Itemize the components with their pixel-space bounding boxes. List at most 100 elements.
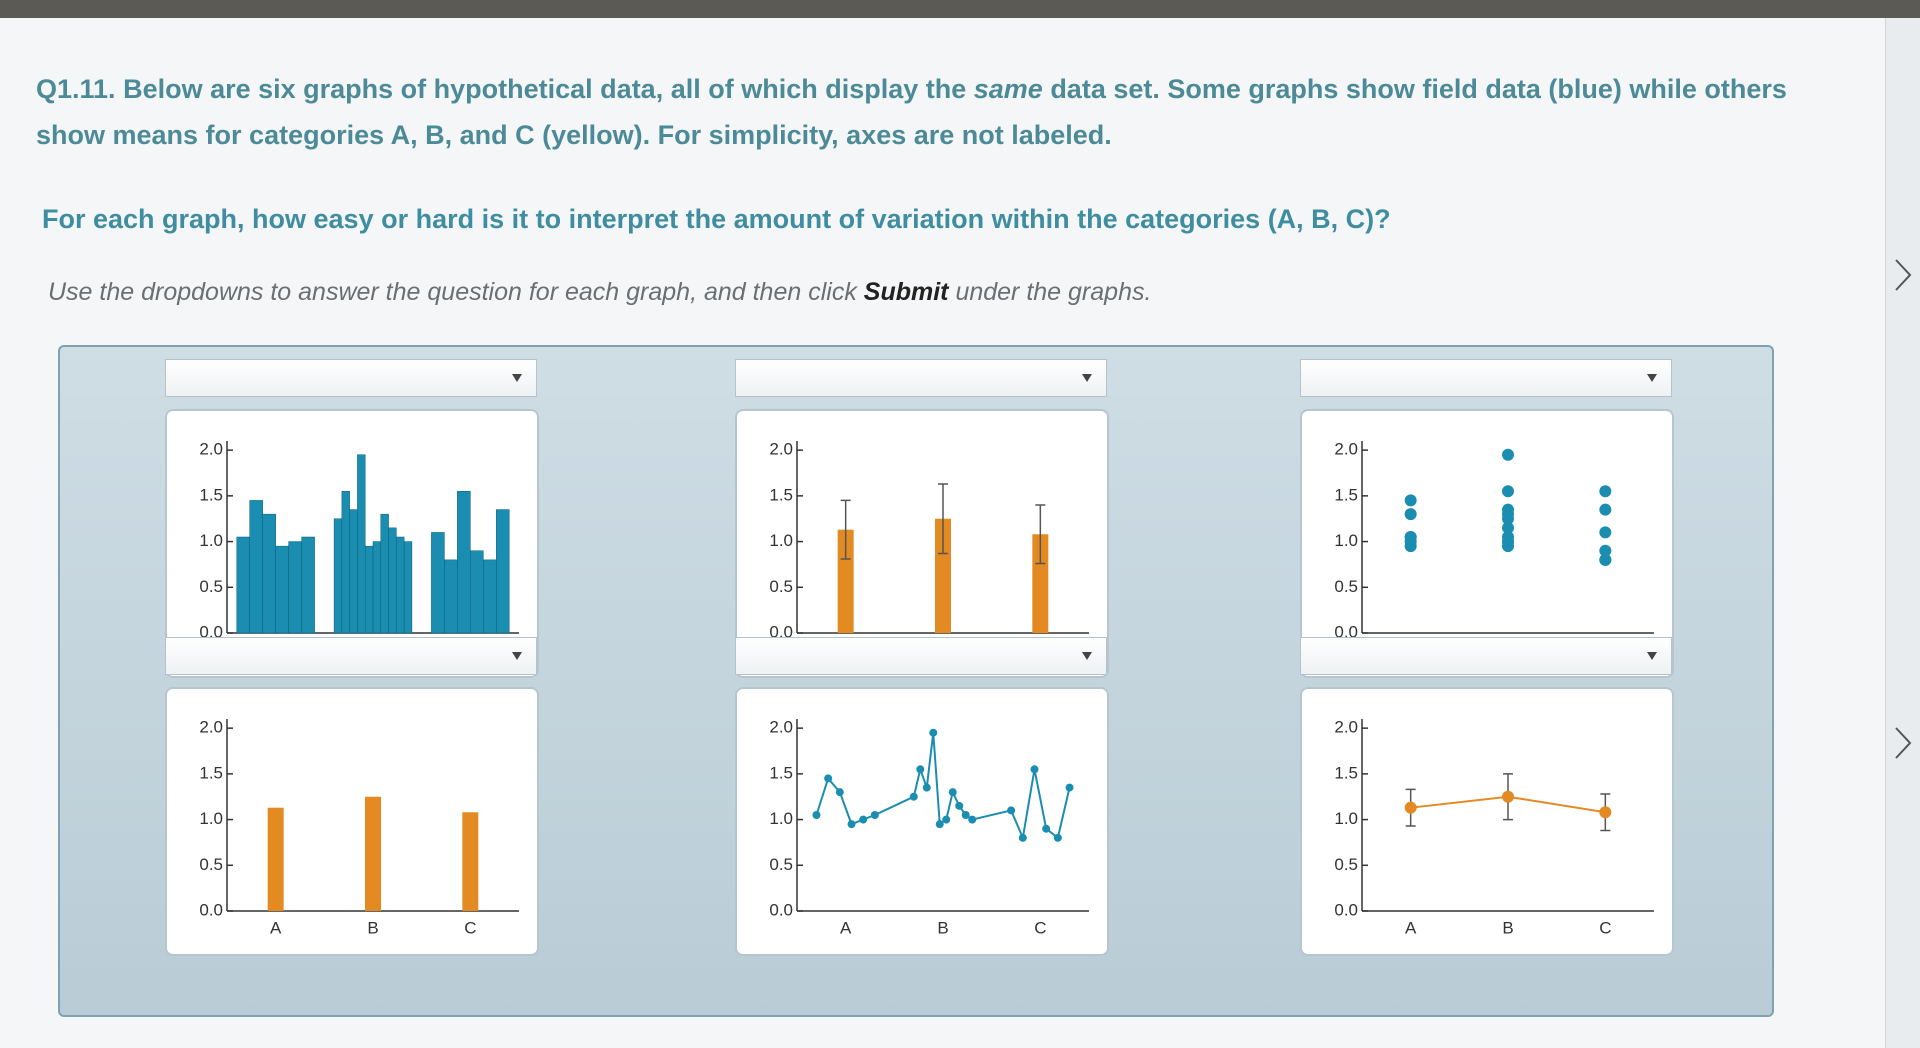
dot [1599, 503, 1612, 516]
prompt: For each graph, how easy or hard is it t… [42, 204, 1391, 234]
bar [267, 807, 284, 911]
bar [396, 536, 405, 634]
next-arrow[interactable] [1895, 727, 1912, 759]
y-tick-label: 0.5 [1334, 577, 1358, 596]
bar [837, 529, 854, 633]
bar [470, 550, 484, 634]
y-tick-label: 1.5 [769, 485, 793, 504]
dot [1404, 508, 1417, 521]
bar [262, 513, 276, 634]
y-tick-label: 1.5 [769, 763, 793, 782]
x-tick-label: B [1502, 918, 1513, 937]
y-tick-label: 0.5 [1334, 855, 1358, 874]
dot [1502, 535, 1514, 548]
graph-panel: 0.00.51.01.52.0ABC0.00.51.01.52.0ABC0.00… [58, 345, 1774, 1017]
point [1007, 806, 1016, 815]
x-tick-label: B [367, 918, 378, 937]
point [922, 783, 931, 792]
y-tick-label: 1.5 [199, 763, 223, 782]
point [870, 811, 879, 819]
bar [431, 532, 445, 634]
y-tick-label: 1.5 [199, 485, 223, 504]
question-text: data set. Some graphs show field data (b… [36, 74, 1787, 150]
y-tick-label: 0.5 [199, 577, 223, 596]
x-tick-label: B [937, 918, 948, 937]
dot [1599, 553, 1612, 566]
submit-word: Submit [863, 278, 949, 306]
y-tick-label: 0.0 [769, 622, 793, 641]
bar [364, 545, 374, 634]
point [929, 728, 938, 737]
dropdown[interactable] [165, 359, 537, 397]
browser-bar [0, 0, 1920, 18]
y-tick-label: 1.0 [769, 531, 793, 550]
dot [1404, 531, 1417, 543]
bar [341, 491, 350, 634]
bar [275, 545, 289, 634]
y-tick-label: 1.5 [1334, 763, 1358, 782]
point [824, 774, 833, 783]
y-tick-label: 1.0 [199, 809, 223, 828]
emphasis: same [973, 74, 1043, 104]
x-tick-label: C [464, 918, 476, 937]
dot [1502, 485, 1514, 498]
dot [1502, 521, 1514, 534]
bar [483, 559, 497, 634]
dropdown[interactable] [735, 637, 1107, 675]
y-tick-label: 0.5 [769, 855, 793, 874]
bar [935, 518, 951, 633]
point [916, 765, 925, 774]
bar [457, 491, 471, 634]
y-tick-label: 0.0 [769, 900, 793, 919]
bar [462, 812, 479, 911]
bar [380, 513, 389, 634]
y-tick-label: 0.0 [1334, 900, 1358, 919]
dropdown[interactable] [165, 637, 537, 675]
point [1065, 783, 1074, 792]
x-tick-label: A [270, 918, 282, 937]
bar [249, 500, 263, 634]
bar [496, 509, 510, 634]
point [1018, 833, 1027, 842]
point [948, 788, 957, 797]
bar [403, 541, 413, 634]
point [812, 811, 821, 819]
y-tick-label: 1.0 [199, 531, 223, 550]
dropdown[interactable] [1300, 637, 1672, 675]
point [935, 820, 944, 829]
x-tick-label: C [1599, 918, 1611, 937]
error-bar [840, 499, 851, 560]
instruction-text: under the graphs. [948, 278, 1152, 306]
dot [1599, 485, 1612, 498]
dropdown[interactable] [1300, 359, 1672, 397]
y-tick-label: 2.0 [1334, 718, 1358, 737]
bar [333, 518, 343, 634]
instruction-text: Use the dropdowns to answer the question… [48, 278, 864, 306]
point [942, 815, 951, 824]
dropdown[interactable] [735, 359, 1107, 397]
mean-point [1404, 801, 1417, 814]
bar [1032, 534, 1049, 633]
side-nav [1885, 18, 1920, 1048]
x-tick-label: A [840, 918, 852, 937]
nav-arrows [1895, 259, 1912, 759]
point [835, 788, 844, 797]
point [859, 815, 868, 824]
y-tick-label: 0.0 [1334, 622, 1358, 641]
y-tick-label: 1.0 [769, 809, 793, 828]
next-arrow[interactable] [1895, 259, 1912, 291]
dot [1502, 448, 1514, 461]
